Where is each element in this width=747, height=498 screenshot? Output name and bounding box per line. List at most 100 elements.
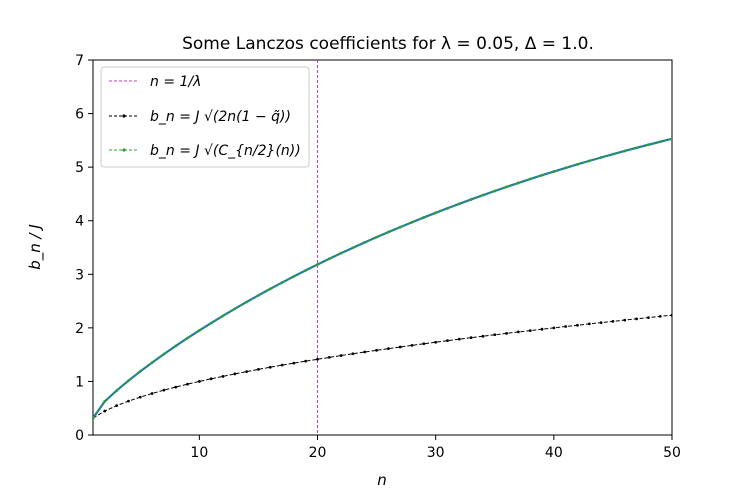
series-point-green [363,240,367,244]
series-line-green [93,138,672,419]
series-point-black [623,318,627,322]
y-tick-label: 5 [75,160,84,176]
y-axis-label: b_n / J [26,224,45,270]
series-point-green [339,251,343,255]
series-point-green [150,361,154,364]
series-point-black [197,380,201,383]
series-point-green [375,235,378,239]
series-point-green [292,274,296,278]
series-point-green [505,185,508,189]
y-tick-label: 3 [75,267,84,283]
series-point-green [209,321,213,325]
series-point-black [422,342,426,346]
series-point-black [505,331,508,335]
series-point-black [103,409,107,413]
series-point-black [516,330,520,334]
y-tick-label: 4 [75,214,84,230]
series-point-green [446,206,449,210]
series-point-green [646,143,650,147]
legend-label: b_n = J √(2n(1 − q̃)) [150,109,291,125]
series-point-black [292,361,296,365]
series-point-black [209,377,213,381]
legend-box [100,66,310,168]
series-point-black [327,355,331,359]
series-point-black [434,340,438,344]
series-point-green [552,170,556,173]
series-line-black [93,314,672,419]
series-point-black [339,354,343,357]
series-point-green [398,225,402,229]
series-point-green [103,399,107,403]
series-point-green [162,352,166,356]
series-point-black [387,347,390,351]
axes-frame [92,59,673,436]
series-point-green [127,379,130,383]
series-point-green [197,329,201,332]
series-point-green [138,370,142,373]
series-point-green [257,293,260,297]
series-point-black [528,329,532,332]
series-point-black [257,367,260,371]
x-tick-label: 50 [663,445,681,461]
legend-marker [122,114,126,118]
series-point-green [658,140,662,144]
series-point-black [186,382,189,386]
legend: n = 1/λ b_n = J √(2n(1 − q̃)) b_n = J √(C_… [100,66,310,168]
series-point-black [576,323,579,327]
series-point-green [186,336,189,340]
series-point-black [410,343,414,347]
series-point-green [576,162,579,166]
series-point-black [398,345,402,349]
series-point-black [658,314,662,318]
x-tick-label: 10 [190,445,208,461]
series-point-black [351,352,355,356]
series-point-black [564,325,568,328]
y-tick-label: 6 [75,107,84,123]
series-point-black [481,334,485,338]
series-point-green [410,220,414,224]
x-tick-label: 40 [545,445,563,461]
series-point-green [481,193,485,197]
series-point-green [493,189,497,193]
series-point-green [587,159,591,163]
series-point-green [233,307,237,311]
plot-area: 10 20 30 40 50 0 1 2 3 4 5 6 7 [75,53,681,461]
series-point-green [457,202,461,206]
series-point-black [457,337,461,341]
chart-title: Some Lanczos coefficients for λ = 0.05, … [182,34,594,54]
series-point-black [280,363,284,367]
series-point-green [670,137,672,141]
series-point-black [635,317,638,321]
series-point-green [599,156,603,159]
series-point-black [540,327,544,331]
series-point-green [115,389,119,392]
y-tick-label: 1 [75,374,84,390]
series-point-black [493,333,497,337]
series-point-black [268,365,272,369]
series-point-black [446,339,449,343]
series-point-green [93,416,95,420]
series-point-green [351,246,355,250]
series-point-black [375,348,378,352]
series-point-green [327,257,331,261]
legend-marker [122,148,126,152]
series-point-green [422,216,426,219]
legend-label: n = 1/λ [150,74,201,90]
y-tick-label: 7 [75,53,84,69]
series-point-green [245,300,249,304]
x-axis-label: n [377,471,387,489]
series-point-green [564,166,568,170]
series-point-black [174,385,178,389]
series-point-black [670,313,672,317]
series-point-black [646,316,650,320]
series-point-black [316,357,319,361]
series-point-green [174,344,178,348]
series-point-green [280,281,284,284]
x-tick-label: 30 [427,445,445,461]
series-point-green [528,177,532,181]
series-point-green [387,230,390,234]
series-point-black [221,374,225,378]
series-point-black [611,319,615,323]
series-point-green [623,149,627,153]
